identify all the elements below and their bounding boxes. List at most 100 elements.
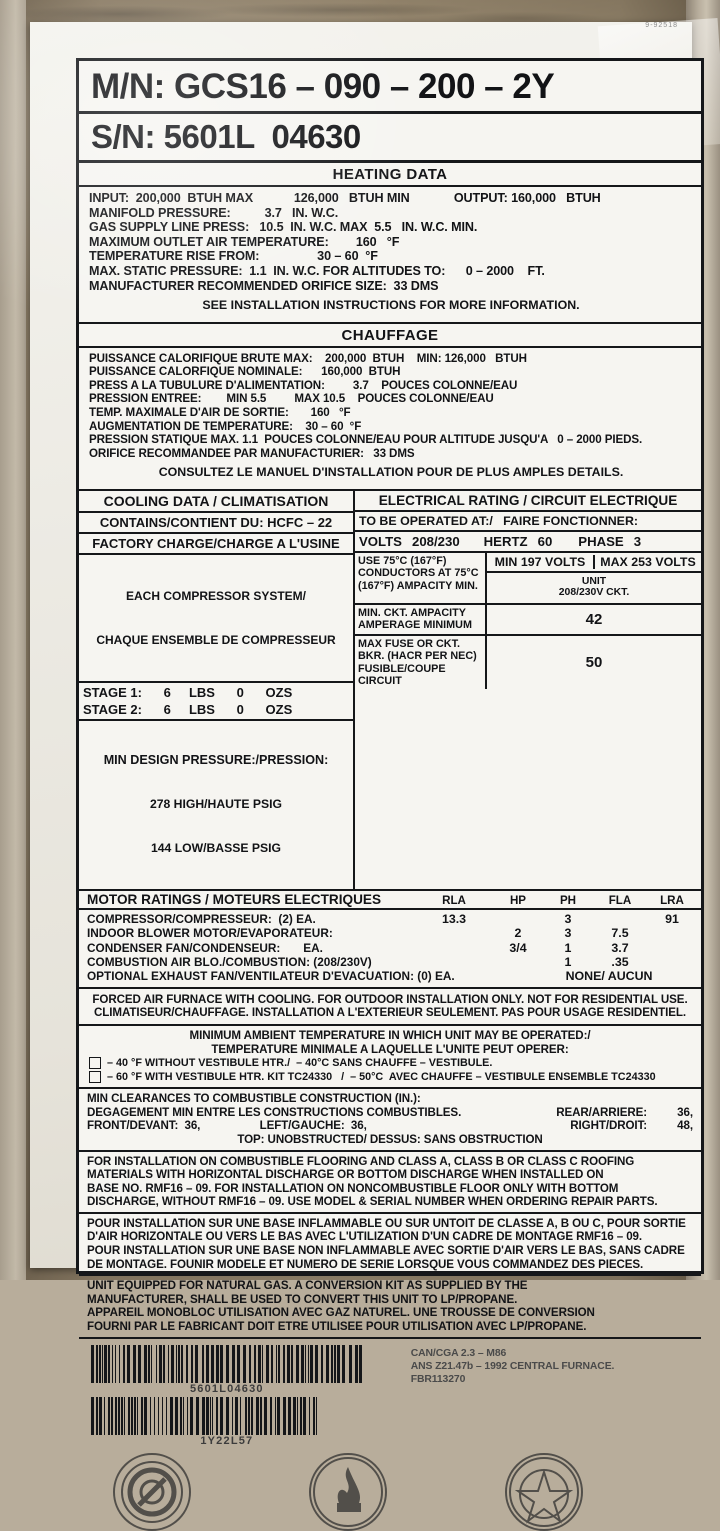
- motor-lra: 91: [665, 911, 679, 926]
- cooling-electrical-columns: COOLING DATA / CLIMATISATION CONTAINS/CO…: [79, 490, 701, 891]
- factory-charge-title: FACTORY CHARGE/CHARGE A L'USINE: [79, 534, 353, 555]
- max-volts: MAX 253 VOLTS: [600, 554, 696, 569]
- column-header-ph: PH: [559, 893, 577, 907]
- conductor-caption: USE 75°C (167°F) CONDUCTORS AT 75°C (167…: [355, 552, 487, 603]
- gas-conversion-fr-line: FOURNI PAR LE FABRICANT DOIT ETRE UTILIS…: [87, 1320, 587, 1334]
- heating-line: MAX. STATIC PRESSURE: 1.1 IN. W.C. FOR A…: [89, 263, 545, 278]
- chauffage-title: CHAUFFAGE: [79, 324, 701, 348]
- heating-line: INPUT: 200,000 BTUH MAX 126,000 BTUH MIN…: [89, 191, 601, 205]
- installation-notice-en: FOR INSTALLATION ON COMBUSTIBLE FLOORING…: [79, 1152, 701, 1214]
- install-fr-line: POUR INSTALLATION SUR UNE BASE NON INFLA…: [87, 1244, 685, 1258]
- motor-fla: 3.7: [611, 940, 629, 955]
- column-header-rla: RLA: [442, 893, 466, 907]
- unit-circuit-block: UNIT 208/230V CKT.: [559, 573, 629, 603]
- furnace-usage-notice: FORCED AIR FURNACE WITH COOLING. FOR OUT…: [79, 989, 701, 1026]
- gas-conversion-en-line: UNIT EQUIPPED FOR NATURAL GAS. A CONVERS…: [87, 1279, 528, 1293]
- clearances-front-left: FRONT/DEVANT: 36, LEFT/GAUCHE: 36,: [87, 1119, 367, 1133]
- min-circuit-ampacity-value: 42: [585, 610, 603, 628]
- heating-line: TEMPERATURE RISE FROM: 30 – 60 °F: [89, 249, 378, 264]
- heating-line: GAS SUPPLY LINE PRESS: 10.5 IN. W.C. MAX…: [89, 220, 478, 235]
- minimum-ambient-temperature-section: MINIMUM AMBIENT TEMPERATURE IN WHICH UNI…: [79, 1026, 701, 1090]
- phase-label: PHASE: [578, 533, 624, 549]
- unit-circuit-value: 208/230V CKT.: [558, 587, 630, 599]
- chauffage-line: PRESSION STATIQUE MAX. 1.1 POUCES COLONN…: [89, 433, 643, 447]
- ambient-option-row[interactable]: – 40 °F WITHOUT VESTIBULE HTR./ – 40°C S…: [85, 1056, 695, 1070]
- hertz-value: 60: [537, 533, 553, 549]
- cabinet-left-edge: [0, 0, 26, 1280]
- install-fr-line: D'AIR HORIZONTALE OU VERS LE BAS AVEC L'…: [87, 1230, 643, 1244]
- column-header-fla: FLA: [608, 893, 632, 907]
- motor-ratings-section: MOTOR RATINGS / MOTEURS ELECTRIQUES RLA …: [79, 891, 701, 989]
- chauffage-line: AUGMENTATION DE TEMPERATURE: 30 – 60 °F: [89, 419, 362, 433]
- right-clearance-label: RIGHT/DROIT:: [570, 1119, 647, 1133]
- checkbox-icon[interactable]: [89, 1057, 101, 1070]
- motor-hp: 3/4: [509, 940, 527, 955]
- plate-print-code: 9-92518: [645, 22, 678, 29]
- chauffage-line: ORIFICE RECOMMANDEE PAR MANUFACTURIER: 3…: [89, 446, 415, 460]
- table-row: COMPRESSOR/COMPRESSEUR: (2) EA. 13.3 3 9…: [79, 912, 701, 926]
- install-fr-line: POUR INSTALLATION SUR UNE BASE INFLAMMAB…: [87, 1216, 686, 1230]
- conductor-ampacity-row: USE 75°C (167°F) CONDUCTORS AT 75°C (167…: [355, 552, 701, 605]
- rear-clearance-value: 36,: [677, 1105, 693, 1119]
- gas-conversion-notice: UNIT EQUIPPED FOR NATURAL GAS. A CONVERS…: [79, 1276, 701, 1339]
- motor-ph: 3: [564, 926, 572, 941]
- hertz-label: HERTZ: [483, 533, 528, 549]
- ambient-option-row[interactable]: – 60 °F WITH VESTIBULE HTR. KIT TC24330 …: [85, 1070, 695, 1084]
- barcode-serial-text: 5601L04630: [189, 1382, 264, 1395]
- heating-data-title: HEATING DATA: [79, 163, 701, 187]
- chauffage-line: PRESS A LA TUBULURE D'ALIMENTATION: 3.7 …: [89, 378, 518, 392]
- heating-line: MANUFACTURER RECOMMENDED ORIFICE SIZE: 3…: [89, 278, 439, 293]
- electrical-rating-title: ELECTRICAL RATING / CIRCUIT ELECTRIQUE: [355, 491, 701, 512]
- standards-block: CAN/CGA 2.3 – M86 ANS Z21.47b – 1992 CEN…: [411, 1345, 615, 1447]
- standard-ansi: ANS Z21.47b – 1992 CENTRAL FURNACE.: [410, 1360, 615, 1372]
- furnace-notice-fr: CLIMATISEUR/CHAUFFAGE. INSTALLATION A L'…: [94, 1006, 686, 1020]
- chauffage-footer-note: CONSULTEZ LE MANUEL D'INSTALLATION POUR …: [158, 465, 624, 480]
- min-design-pressure-title: MIN DESIGN PRESSURE:/PRESSION:: [103, 752, 329, 767]
- chauffage-line: PUISSANCE CALORIFIQUE BRUTE MAX: 200,000…: [89, 351, 527, 365]
- voltage-min-max: MIN 197 VOLTS MAX 253 VOLTS: [487, 553, 701, 573]
- install-en-line: MATERIALS WITH HORIZONTAL DISCHARGE OR B…: [87, 1168, 604, 1182]
- max-fuse-value: 50: [585, 654, 603, 672]
- gas-flame-certification-logo: [309, 1452, 387, 1531]
- motor-ph: 3: [564, 911, 572, 926]
- motor-ratings-header: MOTOR RATINGS / MOTEURS ELECTRIQUES RLA …: [79, 891, 701, 910]
- gas-conversion-fr-line: APPAREIL MONOBLOC UTILISATION AVEC GAZ N…: [87, 1306, 595, 1320]
- checkbox-icon[interactable]: [89, 1071, 101, 1084]
- install-en-line: FOR INSTALLATION ON COMBUSTIBLE FLOORING…: [87, 1154, 635, 1168]
- table-row: CONDENSER FAN/CONDENSEUR: EA. 3/4 1 3.7: [79, 941, 701, 955]
- motor-label: COMPRESSOR/COMPRESSEUR: (2) EA.: [87, 911, 316, 926]
- refrigerant-contains: CONTAINS/CONTIENT DU: HCFC – 22: [79, 513, 353, 534]
- model-number-row: M/N: GCS16 – 090 – 200 – 2Y: [79, 61, 701, 114]
- clearances-fr-label: DEGAGEMENT MIN ENTRE LES CONSTRUCTIONS C…: [87, 1105, 462, 1119]
- motor-ph: NONE/: [565, 969, 605, 984]
- volts-hertz-phase-row: VOLTS 208/230 HERTZ 60 PHASE 3: [355, 532, 701, 553]
- min-design-pressure-block: MIN DESIGN PRESSURE:/PRESSION: 278 HIGH/…: [79, 721, 353, 889]
- standard-can-cga: CAN/CGA 2.3 – M86: [410, 1347, 507, 1359]
- ambient-option-2-label: – 60 °F WITH VESTIBULE HTR. KIT TC24330 …: [107, 1071, 656, 1084]
- clearances-section: MIN CLEARANCES TO COMBUSTIBLE CONSTRUCTI…: [79, 1089, 701, 1152]
- column-header-hp: HP: [509, 893, 527, 907]
- chauffage-section: CHAUFFAGE PUISSANCE CALORIFIQUE BRUTE MA…: [79, 324, 701, 491]
- motor-hp: 2: [514, 926, 522, 941]
- install-fr-line: DE MONTAGE. FOUNIR MODELE ET NUMERO DE S…: [87, 1257, 644, 1271]
- min-volts: MIN 197 VOLTS: [487, 554, 595, 569]
- motor-label: INDOOR BLOWER MOTOR/EVAPORATEUR:: [87, 926, 333, 941]
- motor-fla: AUCUN: [607, 969, 653, 984]
- heating-footer-note: SEE INSTALLATION INSTRUCTIONS FOR MORE I…: [202, 298, 580, 313]
- heating-data-body: INPUT: 200,000 BTUH MAX 126,000 BTUH MIN…: [79, 187, 701, 322]
- high-side-psig: 278 HIGH/HAUTE PSIG: [149, 796, 283, 811]
- model-number-value: GCS16 – 090 – 200 – 2Y: [174, 67, 555, 106]
- ambient-option-1-label: – 40 °F WITHOUT VESTIBULE HTR./ – 40°C S…: [107, 1057, 493, 1070]
- motor-fla: 7.5: [611, 926, 629, 941]
- voltage-range-block: MIN 197 VOLTS MAX 253 VOLTS UNIT 208/230…: [487, 553, 701, 603]
- volts-label: VOLTS: [359, 533, 402, 549]
- barcode-and-standards: 5601L04630 1Y22L57 CAN/CGA 2.3 – M86 ANS…: [79, 1339, 701, 1447]
- standard-fbr-number: FBR113270: [410, 1373, 466, 1385]
- unit-label: UNIT: [581, 575, 607, 587]
- clearances-title: MIN CLEARANCES TO COMBUSTIBLE CONSTRUCTI…: [87, 1092, 421, 1106]
- rear-clearance-label: REAR/ARRIERE:: [556, 1105, 647, 1119]
- csa-star-certification-logo: [505, 1452, 583, 1531]
- model-number-label: M/N:: [91, 67, 165, 106]
- motor-ratings-title: MOTOR RATINGS / MOTEURS ELECTRIQUES: [87, 891, 382, 907]
- motor-ph: 1: [564, 954, 572, 969]
